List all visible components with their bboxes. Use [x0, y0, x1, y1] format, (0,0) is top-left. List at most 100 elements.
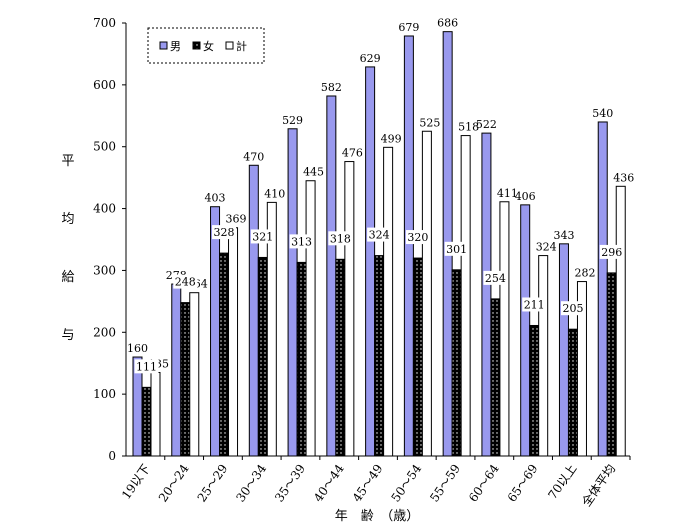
bar-女	[141, 386, 152, 457]
x-tick-label: 35～39	[272, 462, 308, 505]
data-label-計: 499	[381, 132, 402, 145]
data-label-bg	[212, 225, 237, 240]
bar-計	[150, 371, 161, 457]
data-label-bg	[405, 230, 430, 245]
bar-女	[180, 302, 191, 457]
data-label-女: 324	[369, 229, 390, 242]
legend: 男女計	[147, 27, 265, 64]
y-tick-label: 700	[93, 16, 116, 30]
bar-計	[383, 146, 394, 457]
data-label-男: 403	[205, 192, 226, 205]
x-tick-label: 50～54	[388, 461, 424, 504]
data-label-bg	[483, 270, 508, 285]
bar-男	[248, 164, 259, 457]
data-label-bg	[328, 231, 353, 246]
data-label-女: 205	[562, 302, 583, 315]
bar-男	[326, 95, 337, 457]
data-label-bg	[599, 244, 624, 259]
y-tick-label: 600	[93, 78, 116, 92]
bar-男	[287, 128, 298, 457]
x-tick-label: 60～64	[466, 461, 502, 504]
data-label-男: 529	[282, 114, 303, 127]
x-tick-label: 20～24	[156, 461, 192, 504]
bar-計	[305, 180, 316, 457]
data-label-男: 406	[515, 190, 536, 203]
y-tick-label: 500	[93, 140, 116, 154]
legend-swatch-男	[159, 41, 168, 50]
data-label-計: 324	[536, 241, 557, 254]
bar-計	[460, 135, 471, 457]
y-axis-title-char: 与	[61, 328, 74, 343]
bar-女	[335, 258, 346, 457]
x-axis-title: 年 齢 （歳）	[335, 509, 420, 523]
legend-swatch-計	[225, 41, 234, 50]
x-tick-label: 25～29	[195, 462, 231, 505]
bar-男	[403, 35, 414, 457]
bar-計	[499, 201, 510, 457]
x-tick-label: 55～59	[427, 462, 463, 505]
data-label-bg	[560, 301, 585, 316]
x-tick-label: 全体平均	[578, 461, 618, 509]
data-label-女: 211	[524, 298, 545, 311]
bar-計	[266, 201, 277, 457]
y-tick-label: 0	[108, 449, 116, 463]
y-tick-label: 400	[93, 202, 116, 216]
bar-男	[481, 132, 492, 457]
y-tick-label: 300	[93, 263, 116, 277]
y-axis-title-char: 平	[61, 154, 74, 169]
legend-swatch-女	[192, 41, 201, 50]
data-label-計: 476	[342, 147, 363, 160]
x-tick-label: 40～44	[311, 461, 347, 504]
data-label-計: 436	[613, 171, 634, 184]
data-label-男: 160	[127, 342, 148, 355]
legend-label-男: 男	[170, 40, 181, 53]
x-tick-label: 45～49	[350, 462, 386, 505]
bar-女	[374, 255, 385, 457]
y-axis-title-char: 均	[61, 212, 74, 227]
bar-女	[257, 256, 268, 457]
bar-男	[520, 204, 531, 457]
data-label-計: 445	[303, 166, 324, 179]
data-label-女: 248	[175, 276, 196, 289]
bar-女	[219, 252, 230, 457]
bars	[132, 31, 626, 457]
bar-計	[189, 292, 200, 457]
x-tick-label: 70以上	[545, 462, 579, 502]
data-label-bg	[367, 227, 392, 242]
bar-男	[365, 66, 376, 457]
data-label-男: 470	[243, 150, 264, 163]
data-label-女: 111	[136, 360, 157, 373]
bar-男	[210, 206, 221, 457]
data-label-計: 525	[419, 116, 440, 129]
data-label-女: 313	[291, 235, 312, 248]
data-label-計: 411	[497, 187, 518, 200]
data-label-女: 301	[446, 243, 467, 256]
bar-男	[171, 283, 182, 457]
bar-男	[597, 121, 608, 457]
x-tick-label: 19以下	[119, 462, 153, 502]
data-label-女: 328	[214, 226, 235, 239]
y-tick-label: 200	[93, 325, 116, 339]
bar-計	[421, 130, 432, 457]
bar-女	[529, 324, 540, 457]
data-label-bg	[289, 234, 314, 249]
data-label-計: 369	[226, 213, 247, 226]
bar-計	[576, 281, 587, 457]
data-label-計: 410	[264, 187, 285, 200]
data-label-bg	[522, 297, 547, 312]
bar-女	[412, 257, 423, 457]
legend-label-女: 女	[203, 39, 214, 53]
data-label-計: 518	[458, 121, 479, 134]
bar-計	[228, 227, 239, 457]
legend-label-計: 計	[236, 39, 247, 53]
data-label-bg	[250, 229, 275, 244]
data-label-男: 679	[398, 21, 419, 34]
data-label-男: 522	[476, 118, 497, 131]
data-label-計: 282	[574, 267, 595, 280]
y-tick-label: 100	[93, 387, 116, 401]
bar-女	[606, 272, 617, 457]
bar-男	[558, 243, 569, 457]
x-tick-label: 30～34	[233, 461, 269, 504]
